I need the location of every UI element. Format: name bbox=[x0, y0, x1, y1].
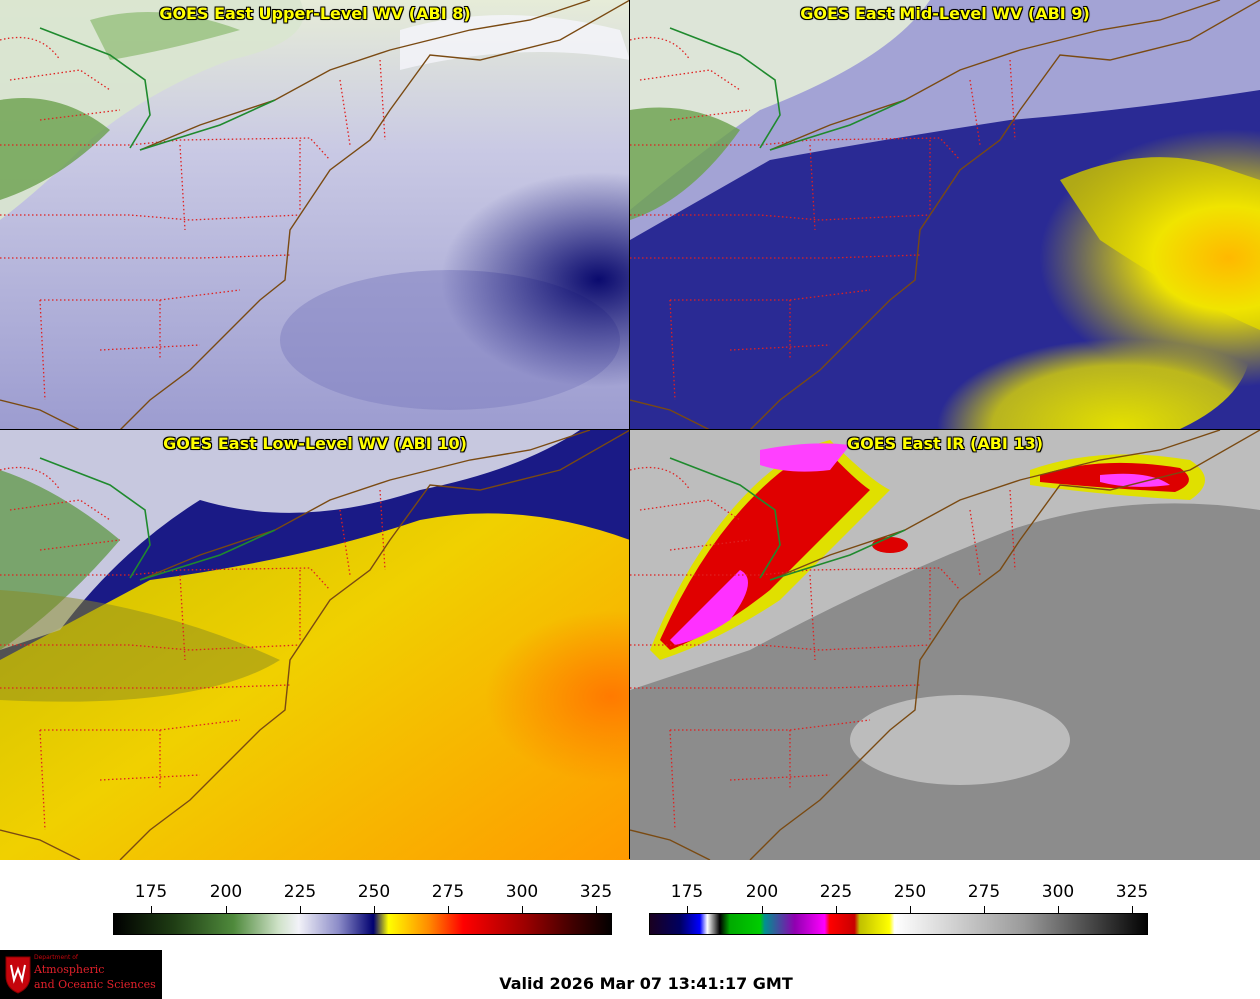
wv-tick-mark bbox=[522, 906, 523, 913]
wv-tick-mark bbox=[151, 906, 152, 913]
ir-colorbar: 175 200 225 250 275 300 325 bbox=[649, 876, 1148, 936]
upper-wv-image bbox=[0, 0, 630, 430]
aos-logo: Department of Atmospheric and Oceanic Sc… bbox=[0, 950, 162, 999]
wv-tick-mark bbox=[448, 906, 449, 913]
panel-title-mid: GOES East Mid-Level WV (ABI 9) bbox=[800, 4, 1090, 23]
wv-colorbar-gradient bbox=[113, 913, 612, 935]
ir-tick-label: 275 bbox=[967, 882, 1001, 902]
ir-tick-mark bbox=[687, 906, 688, 913]
ir-tick-mark bbox=[984, 906, 985, 913]
low-wv-image bbox=[0, 430, 630, 860]
logo-line-1: Department of bbox=[34, 954, 78, 961]
wv-tick-label: 200 bbox=[209, 882, 243, 902]
wv-tick-mark bbox=[226, 906, 227, 913]
valid-time: Valid 2026 Mar 07 13:41:17 GMT bbox=[499, 974, 793, 993]
ir-tick-mark bbox=[1132, 906, 1133, 913]
ir-tick-mark bbox=[910, 906, 911, 913]
panel-title-low: GOES East Low-Level WV (ABI 10) bbox=[163, 434, 467, 453]
panel-ir: GOES East IR (ABI 13) bbox=[630, 430, 1260, 860]
logo-line-2: Atmospheric bbox=[34, 963, 105, 976]
panel-title-upper: GOES East Upper-Level WV (ABI 8) bbox=[159, 4, 471, 23]
ir-tick-label: 250 bbox=[893, 882, 927, 902]
panel-divider-horizontal bbox=[0, 429, 1260, 430]
wv-colorbar: 175 200 225 250 275 300 325 bbox=[113, 876, 612, 936]
wv-tick-label: 300 bbox=[505, 882, 539, 902]
panel-title-ir: GOES East IR (ABI 13) bbox=[846, 434, 1044, 453]
wv-tick-mark bbox=[596, 906, 597, 913]
ir-tick-label: 200 bbox=[745, 882, 779, 902]
ir-tick-mark bbox=[836, 906, 837, 913]
ir-tick-label: 300 bbox=[1041, 882, 1075, 902]
wv-tick-label: 325 bbox=[579, 882, 613, 902]
ir-image bbox=[630, 430, 1260, 860]
wv-tick-label: 275 bbox=[431, 882, 465, 902]
ir-colorbar-gradient bbox=[649, 913, 1148, 935]
panel-upper-wv: GOES East Upper-Level WV (ABI 8) bbox=[0, 0, 630, 430]
wv-tick-mark bbox=[300, 906, 301, 913]
wv-tick-label: 250 bbox=[357, 882, 391, 902]
wv-tick-mark bbox=[374, 906, 375, 913]
wv-tick-label: 175 bbox=[134, 882, 168, 902]
logo-line-3: and Oceanic Sciences bbox=[34, 978, 156, 991]
mid-wv-image bbox=[630, 0, 1260, 430]
ir-tick-mark bbox=[1058, 906, 1059, 913]
wv-tick-label: 225 bbox=[283, 882, 317, 902]
ir-tick-label: 225 bbox=[819, 882, 853, 902]
uw-crest-icon bbox=[5, 956, 31, 994]
ir-tick-mark bbox=[762, 906, 763, 913]
ir-tick-label: 175 bbox=[670, 882, 704, 902]
panel-mid-wv: GOES East Mid-Level WV (ABI 9) bbox=[630, 0, 1260, 430]
ir-tick-label: 325 bbox=[1115, 882, 1149, 902]
panel-low-wv: GOES East Low-Level WV (ABI 10) bbox=[0, 430, 630, 860]
